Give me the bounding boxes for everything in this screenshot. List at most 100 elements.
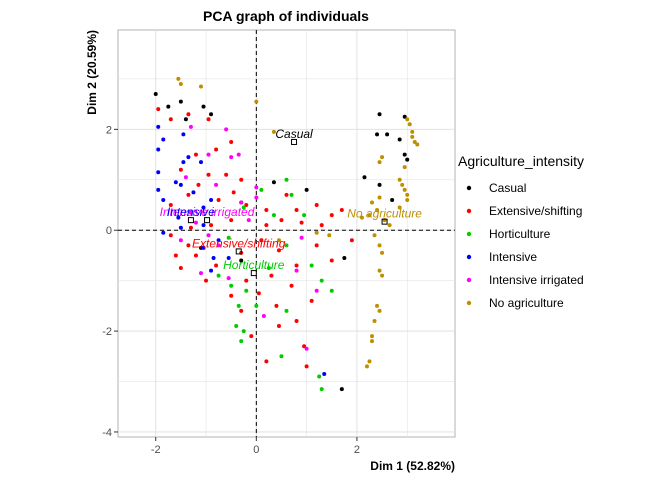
data-point (259, 187, 264, 192)
data-point (181, 132, 186, 137)
data-point (193, 152, 198, 157)
data-point (322, 371, 327, 376)
data-point (224, 127, 229, 132)
data-point (400, 182, 405, 187)
data-point (294, 263, 299, 268)
data-point (239, 339, 244, 344)
data-point (161, 197, 166, 202)
data-point (367, 359, 372, 364)
data-point (183, 175, 188, 180)
data-point (201, 245, 206, 250)
centroid-marker (291, 138, 298, 145)
data-point (309, 263, 314, 268)
data-point (415, 142, 420, 147)
data-point (362, 175, 367, 180)
data-point (342, 255, 347, 260)
data-point (186, 243, 191, 248)
data-point (407, 122, 412, 127)
axis-ticks: -2 0 2 -4 -2 0 2 (102, 124, 360, 456)
data-point (402, 187, 407, 192)
legend-label: Horticulture (489, 227, 551, 241)
data-point (284, 192, 289, 197)
reference-lines (118, 30, 455, 437)
legend-swatch (466, 300, 472, 306)
data-point (377, 243, 382, 248)
data-point (193, 220, 198, 225)
data-point (201, 104, 206, 109)
data-point (264, 223, 269, 228)
data-point (304, 364, 309, 369)
data-point (367, 213, 372, 218)
data-point (284, 308, 289, 313)
data-point (375, 303, 380, 308)
data-point (188, 225, 193, 230)
data-point (216, 273, 221, 278)
legend-title: Agriculture_intensity (458, 153, 584, 169)
data-point (294, 208, 299, 213)
data-point (364, 364, 369, 369)
data-point (329, 258, 334, 263)
x-tick-label: 2 (354, 444, 360, 456)
data-point (380, 273, 385, 278)
legend-label: Extensive/shifting (489, 204, 582, 218)
centroid-marker (250, 270, 257, 277)
data-point (214, 182, 219, 187)
data-point (156, 107, 161, 112)
data-point (229, 218, 234, 223)
data-point (178, 81, 183, 86)
data-point (319, 223, 324, 228)
y-tick-label: -4 (102, 427, 112, 439)
data-point (377, 112, 382, 117)
data-point (377, 268, 382, 273)
data-point (168, 233, 173, 238)
data-point (405, 192, 410, 197)
data-point (229, 283, 234, 288)
data-point (239, 200, 244, 205)
data-point (178, 182, 183, 187)
data-point (181, 160, 186, 165)
x-tick-label: 0 (253, 444, 259, 456)
y-tick-label: -2 (102, 326, 112, 338)
data-point (234, 324, 239, 329)
data-point (271, 180, 276, 185)
data-point (191, 190, 196, 195)
data-point (372, 233, 377, 238)
data-point (387, 223, 392, 228)
data-point (397, 177, 402, 182)
data-point (206, 152, 211, 157)
legend-label: Intensive irrigated (489, 273, 584, 287)
chart-title: PCA graph of individuals (203, 8, 369, 24)
data-point (198, 160, 203, 165)
data-point (264, 359, 269, 364)
data-point (397, 205, 402, 210)
data-point (377, 182, 382, 187)
data-point (226, 255, 231, 260)
data-point (204, 278, 209, 283)
data-point (156, 170, 161, 175)
data-point (412, 139, 417, 144)
centroid-markers: Casual No agriculture Intensive irrigatedI… (160, 127, 422, 277)
data-point (236, 152, 241, 157)
data-point (279, 354, 284, 359)
data-point (206, 117, 211, 122)
data-point (244, 203, 249, 208)
data-point (329, 213, 334, 218)
data-point (224, 172, 229, 177)
data-point (259, 238, 264, 243)
data-point (153, 92, 158, 97)
data-point (276, 248, 281, 253)
data-point (209, 223, 214, 228)
data-point (390, 197, 395, 202)
data-point (319, 387, 324, 392)
data-point (244, 278, 249, 283)
data-point (166, 104, 171, 109)
data-point (178, 99, 183, 104)
data-point (173, 253, 178, 258)
data-point (216, 243, 221, 248)
data-point (209, 197, 214, 202)
data-point (231, 190, 236, 195)
data-point (375, 132, 380, 137)
data-point (402, 165, 407, 170)
data-point (314, 243, 319, 248)
data-point (206, 172, 211, 177)
